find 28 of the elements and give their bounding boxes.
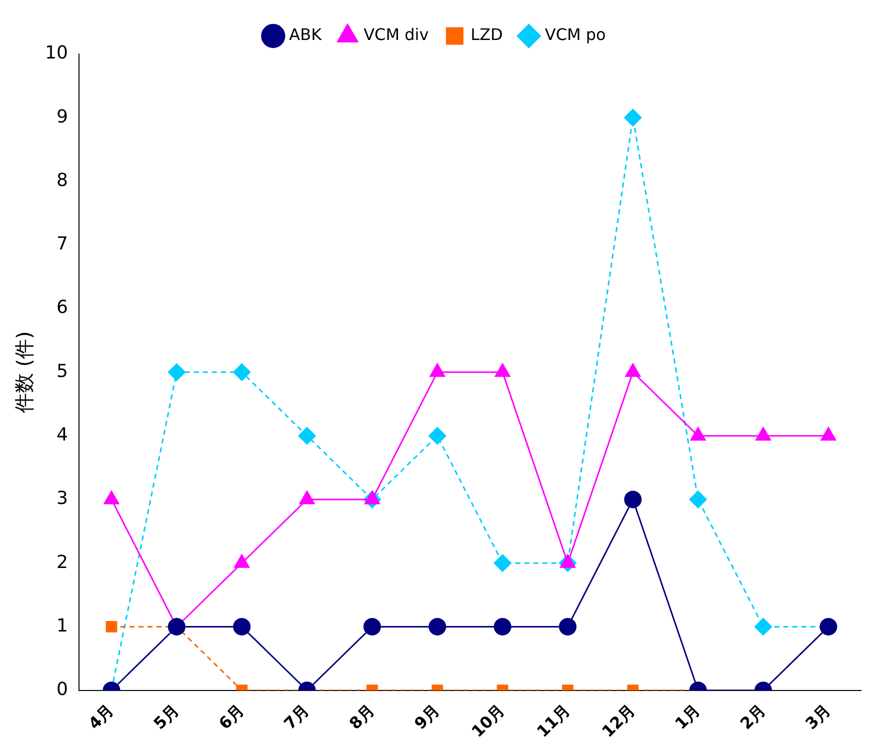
y-tick-label: 3	[56, 488, 68, 510]
y-tick-label: 9	[56, 106, 68, 128]
legend-label: VCM div	[364, 25, 429, 44]
x-tick-label: 5月	[150, 700, 182, 734]
y-tick-label: 7	[56, 234, 68, 255]
x-tick-label: 7月	[280, 700, 313, 734]
y-tick-label: 10	[45, 42, 68, 64]
x-tick-label: 8月	[345, 700, 378, 734]
x-tick-label: 6月	[214, 700, 248, 734]
legend-label: VCM po	[544, 25, 606, 44]
x-tick-label: 3月	[802, 700, 834, 734]
y-tick-label: 5	[56, 360, 68, 382]
y-tick-label: 1	[56, 615, 68, 636]
x-tick-label: 10月	[468, 700, 508, 741]
y-tick-label: 2	[56, 552, 68, 573]
x-tick-label: 1月	[671, 700, 704, 734]
y-axis-title: 件数 (件)	[12, 331, 36, 414]
x-tick-label: 12月	[598, 700, 639, 741]
legend-label: ABK	[289, 25, 322, 44]
x-tick-label: 2月	[736, 700, 770, 734]
x-tick-label: 11月	[532, 700, 574, 741]
y-tick-label: 6	[56, 297, 68, 318]
x-tick-label: 9月	[410, 700, 444, 734]
y-tick-label: 4	[56, 424, 68, 446]
y-tick-label: 8	[56, 170, 68, 191]
y-tick-label: 0	[56, 679, 68, 700]
legend-label: LZD	[470, 25, 503, 44]
x-tick-label: 4月	[84, 700, 118, 734]
